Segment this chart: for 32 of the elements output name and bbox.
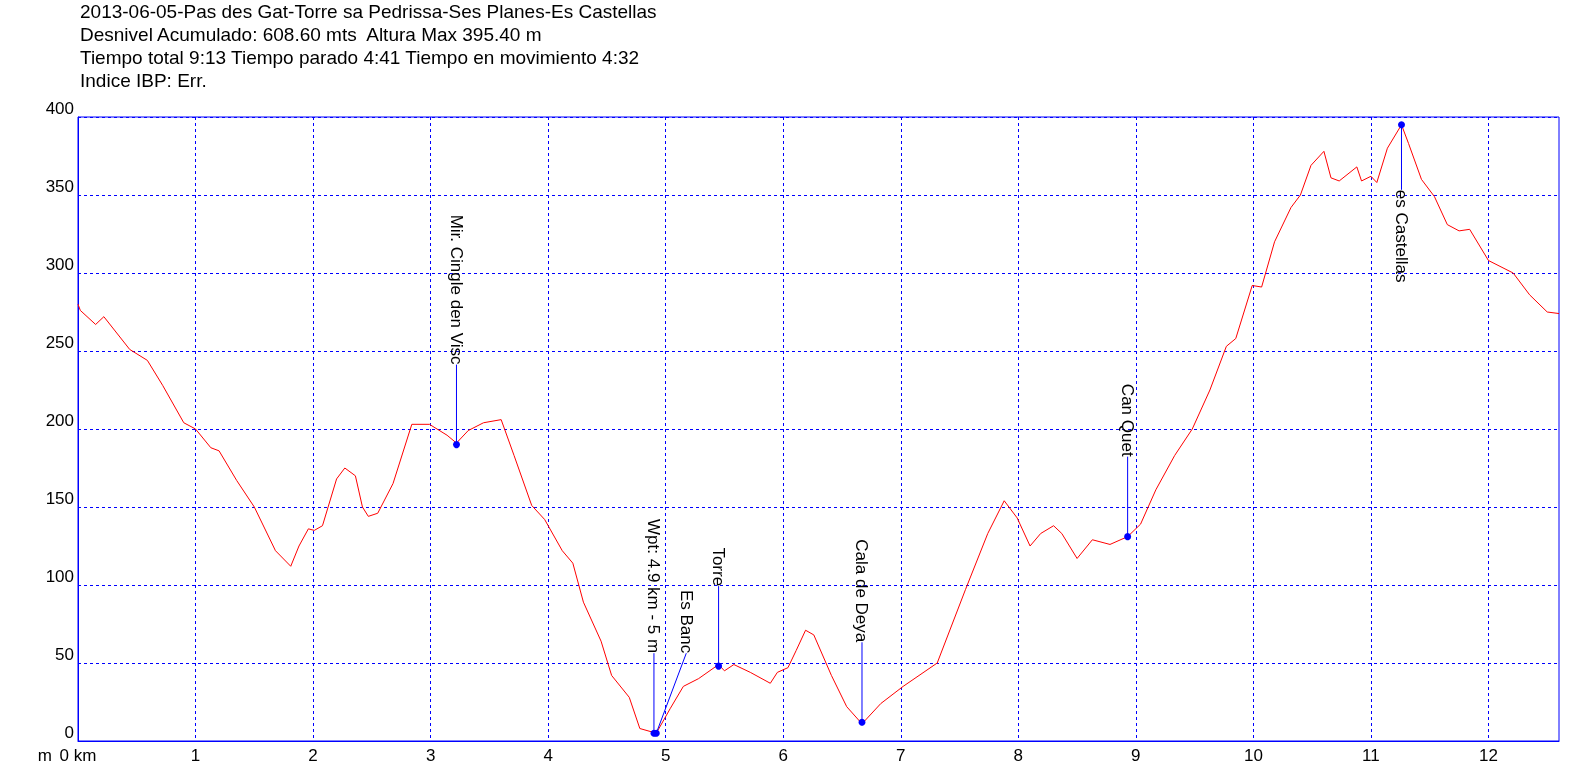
x-tick-label: 1 [190,746,201,765]
x-tick-label: 9 [1131,746,1141,765]
y-tick-label: 100 [45,567,74,586]
y-tick-label: 50 [55,645,74,664]
x-tick-label: 6 [778,746,788,765]
y-tick-label: 150 [45,489,74,508]
x-tick-label: 4 [543,746,553,765]
annotation: es Castellas [1392,189,1411,283]
x-tick-label: 11 [1362,746,1380,765]
y-tick-label: 350 [45,177,74,196]
chart-subtitle: Desnivel Acumulado: 608.60 mts Altura Max 395.40 m Tiempo total 9:13 Tiempo parado 4:41 Tiempo en movimiento 4:32 Indice IBP: Err. [80,24,640,91]
x-tick-label: 0 km [59,746,97,765]
annotation: Cala de Deya [852,539,872,643]
x-tick-label: 12 [1479,746,1498,765]
annotation: Can Quet [1118,383,1138,457]
annotation: Mir. Cingle den Visc [446,214,466,366]
annotation: Es Banc [676,589,696,654]
x-tick-label: 3 [425,746,436,765]
x-tick-label: 8 [1013,746,1024,765]
chart-title: 2013-06-05-Pas des Gat-Torre sa Pedrissa-Ses Planes-Es Castellas [80,1,657,22]
y-axis-title: m [37,746,52,765]
x-tick-label: 7 [896,746,906,765]
y-tick-label: 200 [45,411,74,430]
y-tick-label: 400 [45,99,74,118]
annotation: Torre [709,547,729,587]
y-tick-label: 0 [64,723,74,742]
x-tick-label: 5 [660,746,671,765]
y-tick-label: 300 [45,255,74,274]
x-tick-label: 10 [1243,746,1263,765]
annotation: Wpt: 4.9 km - 5 m [644,519,664,654]
x-tick-label: 2 [308,746,318,765]
y-tick-label: 250 [45,333,74,352]
